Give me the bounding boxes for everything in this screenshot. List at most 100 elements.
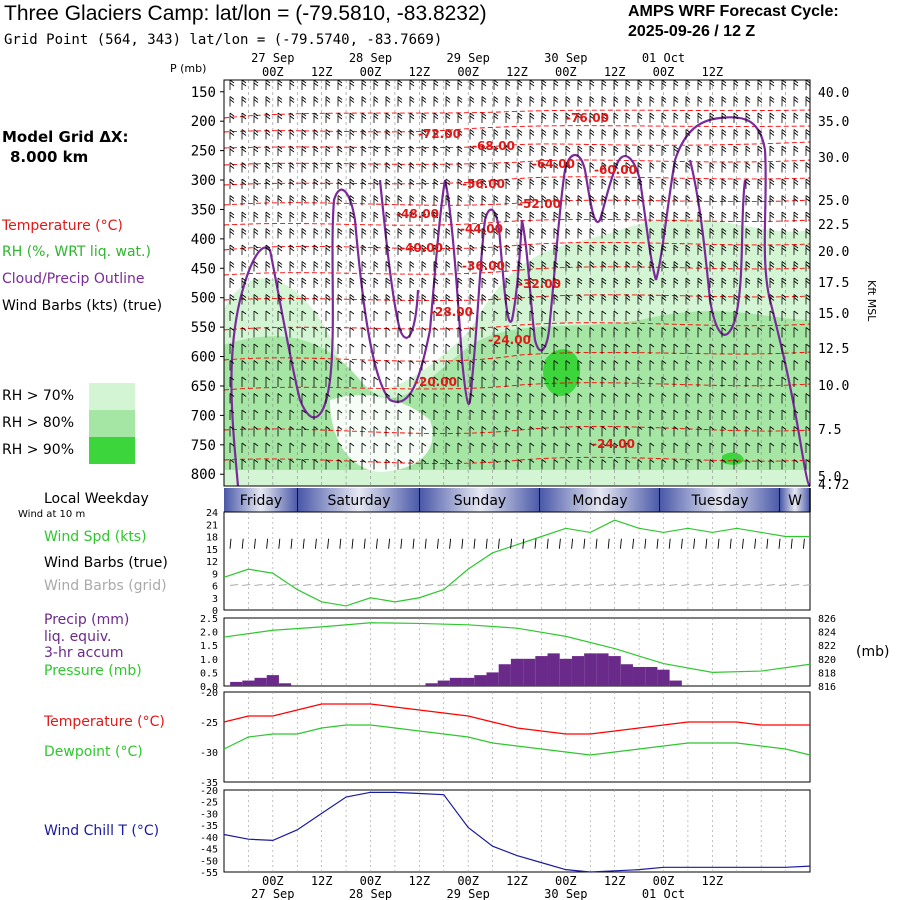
wind-barb-flag bbox=[433, 198, 439, 202]
wind-barb-flag bbox=[277, 214, 283, 219]
windchill-label: Wind Chill T (°C) bbox=[44, 823, 160, 839]
wind-barb-flag bbox=[409, 96, 415, 100]
wind-barb-flag bbox=[349, 178, 355, 183]
local-weekday-label: Local Weekday bbox=[44, 491, 149, 507]
wind-barb-flag bbox=[445, 99, 451, 103]
wind-barb bbox=[493, 129, 499, 140]
wind-barb-flag bbox=[589, 214, 595, 219]
wind-barb bbox=[781, 129, 787, 140]
wind-barb-flag bbox=[529, 96, 535, 100]
wind-barb-flag bbox=[373, 112, 379, 117]
wind-barb-flag bbox=[409, 211, 415, 216]
wind-barb-flag bbox=[601, 145, 607, 150]
wind-barb-flag bbox=[769, 181, 775, 186]
wind-barb bbox=[373, 178, 379, 189]
wind-barb-flag bbox=[409, 129, 415, 133]
wind-barb-flag bbox=[529, 195, 535, 199]
wind-barb-flag bbox=[325, 148, 331, 153]
wind-barb bbox=[409, 112, 415, 123]
wind-barb-flag bbox=[421, 198, 427, 202]
wind-barb bbox=[505, 96, 511, 107]
wind-barb bbox=[553, 211, 559, 222]
wind-barb bbox=[289, 195, 295, 206]
wind-barb bbox=[481, 162, 487, 173]
wind-barb-flag bbox=[373, 115, 379, 120]
wind-barb-flag bbox=[241, 198, 247, 202]
wind-barb-flag bbox=[433, 96, 439, 100]
wind-barb-flag bbox=[409, 148, 415, 153]
wind-barb-flag bbox=[457, 228, 463, 232]
wind-barb-flag bbox=[505, 214, 511, 219]
wind-barb bbox=[457, 129, 463, 140]
wind-barb bbox=[301, 145, 307, 156]
wind-barb-flag bbox=[805, 129, 811, 133]
wind-barb bbox=[505, 195, 511, 206]
wind-barb-flag bbox=[661, 132, 667, 136]
wind-barb-flag bbox=[349, 211, 355, 216]
wind-barb-flag bbox=[421, 195, 427, 199]
wind-barb-flag bbox=[361, 132, 367, 136]
wind-barb-flag bbox=[517, 145, 523, 150]
wind-barb bbox=[601, 96, 607, 107]
wind-barb-flag bbox=[661, 145, 667, 150]
wind-barb-flag bbox=[289, 228, 295, 232]
wind-barb bbox=[601, 228, 607, 239]
wind-barb bbox=[781, 145, 787, 156]
wind-barb bbox=[757, 211, 763, 222]
wind-barb-flag bbox=[709, 132, 715, 136]
wind-barb-flag bbox=[781, 165, 787, 169]
wind-barb-flag bbox=[721, 82, 727, 87]
wind-barb bbox=[481, 195, 487, 206]
wind-barb-flag bbox=[361, 99, 367, 103]
wind-barb bbox=[409, 162, 415, 173]
wind-barb-flag bbox=[409, 231, 415, 235]
wind-barb-flag bbox=[565, 211, 571, 216]
wind-barb-flag bbox=[277, 82, 283, 87]
wind-barb-flag bbox=[265, 96, 271, 100]
wind-barb-flag bbox=[373, 195, 379, 199]
wind-barb-flag bbox=[301, 195, 307, 199]
swatch-rh90 bbox=[89, 437, 135, 464]
wind-barb-flag bbox=[265, 181, 271, 186]
wind-barb bbox=[589, 211, 595, 222]
legend-rh: RH (%, WRT liq. wat.) bbox=[2, 244, 151, 260]
wind-barb-flag bbox=[805, 145, 811, 150]
wind-barb-flag bbox=[505, 82, 511, 87]
top-hour-label: 00Z bbox=[653, 65, 675, 79]
wind-barb-flag bbox=[529, 162, 535, 166]
wind-barb-flag bbox=[709, 165, 715, 169]
wind-barb-flag bbox=[673, 162, 679, 166]
precip-tick-label: 2.5 bbox=[200, 614, 218, 625]
wind-barb-flag bbox=[409, 178, 415, 183]
wind-barb-flag bbox=[229, 198, 235, 202]
wind-barb-flag bbox=[289, 195, 295, 199]
wind-tick-label: 18 bbox=[206, 533, 218, 544]
wind-barb-flag bbox=[433, 165, 439, 169]
wind-barb-flag bbox=[265, 178, 271, 183]
wind-barb-flag bbox=[421, 228, 427, 232]
wind-barb-flag bbox=[481, 112, 487, 117]
wind-barb-flag bbox=[481, 228, 487, 232]
precip-bar bbox=[278, 683, 292, 686]
wind-barb-flag bbox=[745, 181, 751, 186]
wind-barb bbox=[565, 96, 571, 107]
wind-barb bbox=[529, 112, 535, 123]
wind-barb bbox=[649, 129, 655, 140]
wind-barb bbox=[637, 195, 643, 206]
wind-barb-flag bbox=[457, 129, 463, 133]
wind-barb bbox=[541, 211, 547, 222]
wind-barb bbox=[565, 178, 571, 189]
wind-barb-flag bbox=[265, 82, 271, 87]
wind-barb-flag bbox=[229, 211, 235, 216]
wind-barb-flag bbox=[613, 148, 619, 153]
wind-barb-flag bbox=[457, 162, 463, 166]
wind-barb-flag bbox=[601, 228, 607, 232]
height-tick-label: 12.5 bbox=[818, 342, 849, 357]
wind-barb-flag bbox=[517, 195, 523, 199]
wind-barb-flag bbox=[745, 145, 751, 150]
wind-barb-flag bbox=[481, 99, 487, 103]
wind-barb-flag bbox=[325, 162, 331, 166]
wind-barb-flag bbox=[265, 198, 271, 202]
wind-barb-flag bbox=[613, 198, 619, 202]
wind-barb-flag bbox=[385, 115, 391, 120]
